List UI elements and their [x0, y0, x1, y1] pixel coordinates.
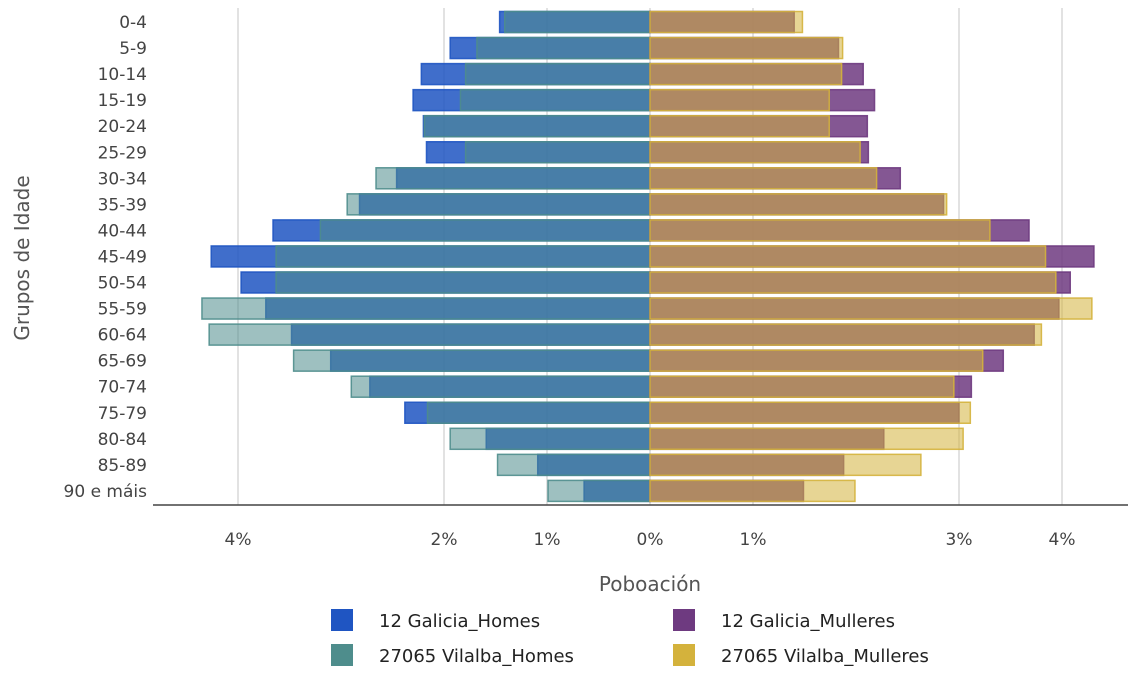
legend-swatch	[673, 609, 695, 631]
legend-label: 12 Galicia_Mulleres	[721, 611, 895, 632]
bar	[649, 401, 972, 424]
bar	[649, 193, 948, 216]
legend-label: 27065 Vilalba_Mulleres	[721, 646, 929, 667]
y-tick-label: 75-79	[98, 404, 147, 424]
bar	[649, 297, 1093, 320]
bar	[504, 10, 651, 34]
y-tick-label: 70-74	[98, 378, 147, 398]
bar	[649, 323, 1043, 346]
bar	[649, 427, 964, 451]
bar	[426, 401, 651, 424]
bar	[476, 36, 651, 60]
bar	[201, 297, 651, 320]
y-tick-label: 65-69	[98, 352, 147, 372]
legend-label: 12 Galicia_Homes	[379, 611, 540, 632]
bar	[464, 62, 651, 86]
bar	[346, 193, 651, 216]
bar	[459, 88, 651, 112]
bar	[649, 219, 991, 242]
bar	[464, 141, 651, 164]
y-tick-label: 40-44	[98, 221, 147, 241]
y-tick-label: 30-34	[98, 169, 147, 189]
y-tick-label: 50-54	[98, 274, 147, 294]
y-tick-label: 35-39	[98, 195, 147, 215]
y-tick-label: 55-59	[98, 300, 147, 320]
legend-swatch	[673, 644, 695, 666]
x-axis-title: Poboación	[599, 572, 701, 596]
bar	[649, 453, 922, 477]
bar	[649, 36, 844, 60]
legend-label: 27065 Vilalba_Homes	[379, 646, 574, 667]
x-tick-label: 1%	[534, 530, 561, 550]
y-tick-label: 10-14	[98, 65, 147, 85]
bar	[275, 271, 651, 294]
y-tick-label: 20-24	[98, 117, 147, 137]
bar	[449, 427, 651, 451]
bar	[649, 62, 843, 86]
y-tick-label: 90 e máis	[64, 482, 148, 502]
bar	[649, 114, 830, 138]
y-axis-title: Grupos de Idade	[10, 175, 34, 340]
x-tick-label: 4%	[225, 530, 252, 550]
bar	[423, 114, 651, 138]
bar	[292, 349, 651, 372]
bar	[649, 88, 830, 112]
bar	[547, 479, 651, 503]
bar	[319, 219, 651, 242]
bar	[350, 375, 651, 398]
y-tick-label: 0-4	[119, 13, 147, 33]
y-tick-label: 45-49	[98, 247, 147, 267]
bar	[649, 271, 1057, 294]
bar	[649, 375, 955, 398]
y-tick-label: 60-64	[98, 326, 147, 346]
bar	[275, 245, 651, 268]
y-tick-label: 15-19	[98, 91, 147, 111]
bars	[201, 10, 1095, 503]
x-tick-label: 3%	[946, 530, 973, 550]
x-tick-label: 1%	[740, 530, 767, 550]
y-tick-label: 25-29	[98, 143, 147, 163]
legend: 12 Galicia_Homes 27065 Vilalba_Homes 12 Ga…	[331, 609, 929, 667]
legend-swatch	[331, 609, 353, 631]
bar	[208, 323, 651, 346]
bar	[649, 167, 878, 190]
y-tick-label: 85-89	[98, 456, 147, 476]
bar	[649, 10, 804, 34]
bar	[375, 167, 651, 190]
bar	[649, 349, 984, 372]
y-tick-label: 80-84	[98, 430, 147, 450]
y-tick-label: 5-9	[119, 39, 147, 59]
bar	[496, 453, 651, 477]
x-tick-label: 4%	[1049, 530, 1076, 550]
bar	[649, 479, 856, 503]
bar	[649, 245, 1047, 268]
y-tick-labels: 90 e máis 85-89 80-84 75-79 70-74 65-69 60-64 5…	[64, 13, 148, 502]
legend-swatch	[331, 644, 353, 666]
bar	[649, 141, 861, 164]
x-tick-label: 0%	[637, 530, 664, 550]
x-tick-labels: 4% 2% 1% 0% 1% 3% 4%	[225, 530, 1076, 550]
x-tick-label: 2%	[431, 530, 458, 550]
